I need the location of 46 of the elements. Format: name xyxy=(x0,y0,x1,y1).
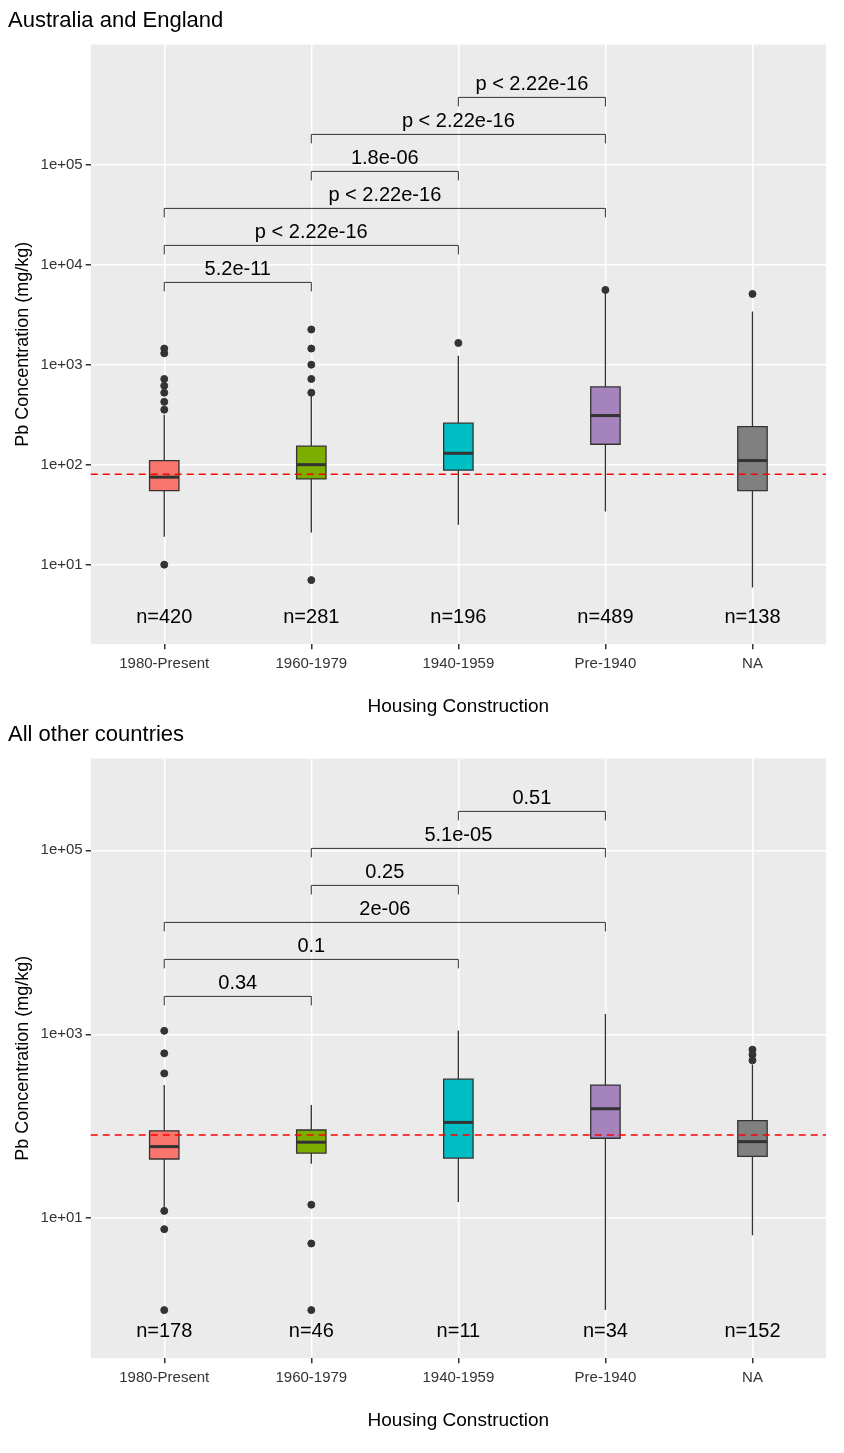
x-axis-title: Housing Construction xyxy=(367,694,550,716)
y-tick-label: 1e+03 xyxy=(40,354,83,372)
annotation: n=11 xyxy=(436,1318,481,1341)
annotation: p < 2.22e-16 xyxy=(475,71,589,94)
y-tick-label: 1e+01 xyxy=(40,1208,83,1226)
x-axis-title: Housing Construction xyxy=(367,1408,550,1430)
annotation: p < 2.22e-16 xyxy=(328,182,442,205)
annotation: n=46 xyxy=(288,1318,334,1341)
x-tick-label: 1960-1979 xyxy=(275,654,348,672)
annotation: 0.51 xyxy=(512,785,552,808)
annotation: n=196 xyxy=(430,604,487,627)
annotation: p < 2.22e-16 xyxy=(401,108,515,131)
annotation: 0.25 xyxy=(365,859,405,882)
chart-title: Australia and England xyxy=(8,7,224,33)
annotation: 5.2e-11 xyxy=(204,256,271,279)
annotation: n=138 xyxy=(724,604,781,627)
x-tick-label: Pre-1940 xyxy=(574,1368,637,1386)
y-axis-title: Pb Concentration (mg/kg) xyxy=(11,955,32,1161)
annotation: n=152 xyxy=(724,1318,781,1341)
x-tick-label: Pre-1940 xyxy=(574,654,637,672)
chart-title: All other countries xyxy=(8,721,185,747)
x-tick-label: NA xyxy=(742,654,763,672)
x-tick-label: 1980-Present xyxy=(119,654,211,672)
y-tick-label: 1e+03 xyxy=(40,1024,83,1042)
y-tick-label: 1e+01 xyxy=(40,554,83,572)
annotation: n=34 xyxy=(582,1318,628,1341)
annotation: p < 2.22e-16 xyxy=(254,219,368,242)
x-tick-label: 1940-1959 xyxy=(422,654,495,672)
y-tick-label: 1e+04 xyxy=(40,254,83,272)
annotation: 2e-06 xyxy=(359,896,411,919)
x-tick-label: 1960-1979 xyxy=(275,1368,348,1386)
annotation: 5.1e-05 xyxy=(424,822,493,845)
y-tick-label: 1e+02 xyxy=(40,454,83,472)
annotation: 1.8e-06 xyxy=(350,145,419,168)
annotation: n=281 xyxy=(283,604,340,627)
y-tick-label: 1e+05 xyxy=(40,840,83,858)
y-axis-title: Pb Concentration (mg/kg) xyxy=(11,241,32,447)
x-tick-label: 1980-Present xyxy=(119,1368,211,1386)
x-tick-label: NA xyxy=(742,1368,763,1386)
annotation: n=489 xyxy=(577,604,634,627)
annotation: n=420 xyxy=(136,604,193,627)
annotation: 0.34 xyxy=(218,970,258,993)
annotation: n=178 xyxy=(136,1318,193,1341)
annotation: 0.1 xyxy=(297,933,326,956)
x-tick-label: 1940-1959 xyxy=(422,1368,495,1386)
y-tick-label: 1e+05 xyxy=(40,154,83,172)
